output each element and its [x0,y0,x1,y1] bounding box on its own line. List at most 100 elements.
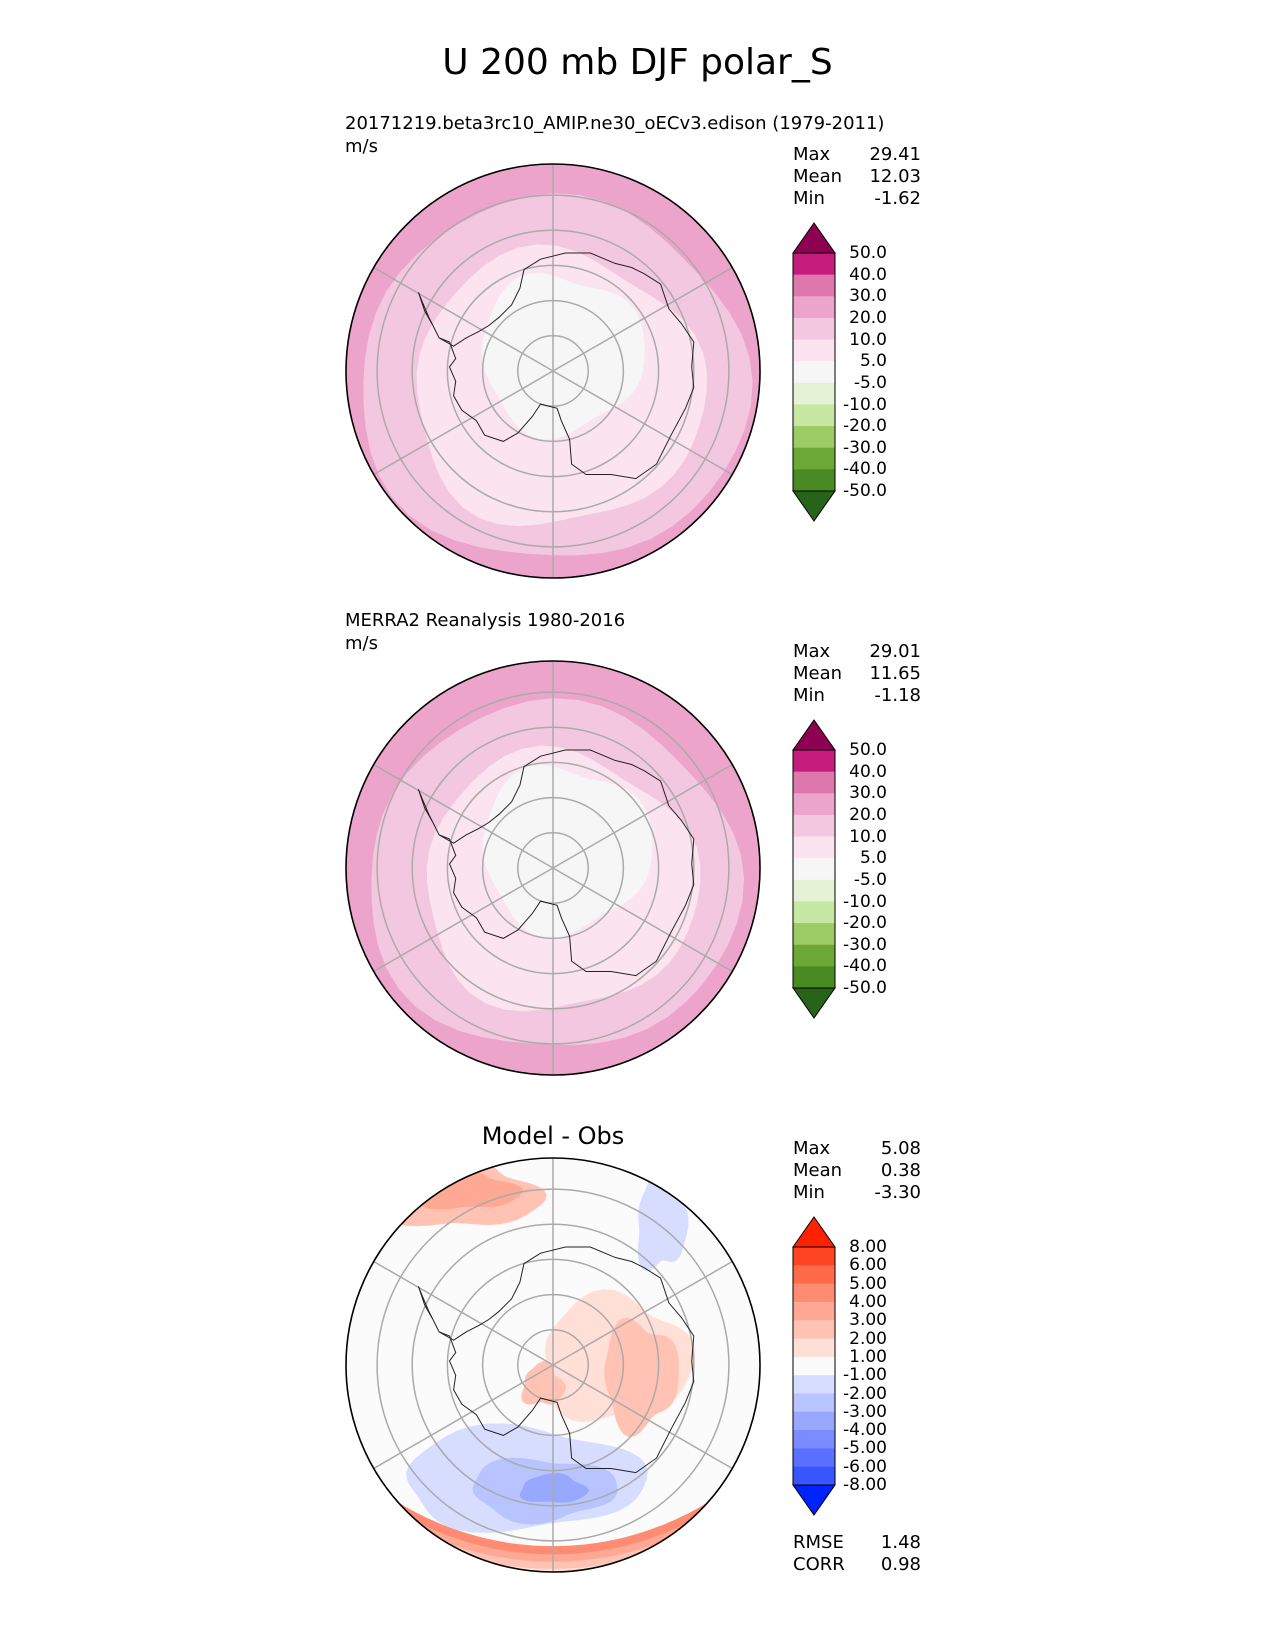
stat-label: Mean [793,663,843,684]
colorbar-tick-label: 5.00 [849,1273,887,1294]
stat-value: -3.30 [874,1182,921,1203]
graticule-meridian [552,763,733,869]
colorbar-tick-label: 50.0 [849,740,887,760]
colorbar-extend-top [792,1216,836,1248]
panel3-stats: Max 5.08 Mean 0.38 Min -3.30 [793,1138,921,1204]
panel3-colorbar-labels: 8.00 6.00 5.00 4.00 3.00 2.00 1.00 -1.00 -2.00 -3… [835,1217,887,1515]
colorbar-swatch [793,793,835,816]
colorbar-frame [792,749,836,989]
colorbar-tick-label: -10.0 [843,891,887,912]
stat-value: 0.38 [880,1160,921,1181]
colorbar-tick-label: 6.00 [849,1255,887,1276]
panel2-colorbar [792,719,836,1019]
stat-value: -1.18 [874,685,921,706]
colorbar-tick-label: 50.0 [849,243,887,263]
stat-label: Mean [793,1160,843,1181]
stat-value: 5.08 [880,1138,921,1159]
panel1-colorbar [792,222,836,522]
panel2-polar-map [345,660,761,1076]
graticule-meridian [552,1364,733,1470]
colorbar-swatch [793,274,835,297]
colorbar-tick-label: -20.0 [843,416,887,437]
stat-label: Min [793,685,825,706]
stat-label: Max [793,144,831,165]
graticule-meridian [373,763,554,869]
colorbar-tick-label: -3.00 [843,1401,887,1422]
field-layer [346,661,760,1075]
colorbar-swatch [793,750,835,773]
graticule-meridian [373,1260,554,1366]
colorbar-tick-label: -6.00 [843,1456,887,1477]
colorbar-tick-label: -5.0 [853,372,887,393]
colorbar-tick-label: -50.0 [843,481,887,501]
stat-label: Max [793,1138,831,1159]
colorbar-swatch [793,814,835,838]
colorbar-tick-label: -8.00 [843,1475,887,1495]
graticule-meridian [552,266,733,372]
panel2-title: MERRA2 Reanalysis 1980-2016 [345,610,626,631]
colorbar-swatch [793,1375,835,1394]
colorbar-swatch [793,858,835,881]
colorbar-tick-label: 1.00 [849,1346,887,1367]
graticule-meridian [373,1364,554,1470]
colorbar-swatch [793,1301,835,1321]
colorbar-tick-label: 3.00 [849,1310,887,1331]
metric-value: 0.98 [880,1554,921,1575]
stat-value: 12.03 [869,166,921,187]
panel3-polar-map [345,1157,761,1573]
colorbar-frame [792,252,836,492]
field-layer [346,164,760,578]
stat-value: 29.41 [869,144,921,165]
colorbar-tick-label: 30.0 [849,286,887,307]
colorbar-swatch [793,1283,835,1303]
colorbar-tick-label: -10.0 [843,394,887,415]
colorbar-tick-label: 10.0 [849,329,887,350]
colorbar-tick-label: 20.0 [849,804,887,825]
graticule-meridian [552,370,733,476]
panel2-units: m/s [345,633,378,654]
stat-label: Mean [793,166,843,187]
graticule-meridian [373,370,554,476]
colorbar-tick-label: -5.0 [853,869,887,890]
colorbar-swatch [793,771,835,794]
colorbar-swatch [793,404,835,427]
colorbar-tick-label: 20.0 [849,307,887,328]
panel1-stats: Max 29.41 Mean 12.03 Min -1.62 [793,144,921,210]
stat-value: 29.01 [869,641,921,662]
panel3-title: Model - Obs [481,1122,625,1150]
colorbar-tick-label: 8.00 [849,1237,887,1257]
colorbar-swatch [793,296,835,319]
colorbar-extend-bottom [792,987,836,1019]
colorbar-tick-label: -30.0 [843,934,887,955]
colorbar-tick-label: -2.00 [843,1383,887,1404]
colorbar-swatch [793,469,835,492]
colorbar-extend-top [792,719,836,751]
stat-label: Min [793,1182,825,1203]
colorbar-swatch [793,361,835,384]
contour-band [481,273,645,440]
map-border [345,660,761,1076]
colorbar-swatch [793,253,835,276]
colorbar-swatch [793,447,835,470]
colorbar-swatch [793,1247,835,1266]
colorbar-tick-label: -4.00 [843,1420,887,1441]
colorbar-swatch [793,1265,835,1285]
map-border [345,1157,761,1573]
stat-label: Min [793,188,825,209]
colorbar-swatch [793,382,835,405]
panel1-title: 20171219.beta3rc10_AMIP.ne30_oECv3.ediso… [345,113,885,134]
colorbar-swatch [793,944,835,967]
colorbar-tick-label: 40.0 [849,761,887,782]
panel3-colorbar [792,1216,836,1516]
colorbar-tick-label: -20.0 [843,913,887,934]
colorbar-swatch [793,1356,835,1376]
colorbar-tick-label: 2.00 [849,1328,887,1349]
colorbar-swatch [793,923,835,946]
colorbar-swatch [793,879,835,902]
figure-title: U 200 mb DJF polar_S [442,42,833,83]
colorbar-swatch [793,1393,835,1413]
metric-label: CORR [793,1554,845,1575]
colorbar-tick-label: 10.0 [849,826,887,847]
colorbar-swatch [793,901,835,924]
contour-band [482,765,653,939]
